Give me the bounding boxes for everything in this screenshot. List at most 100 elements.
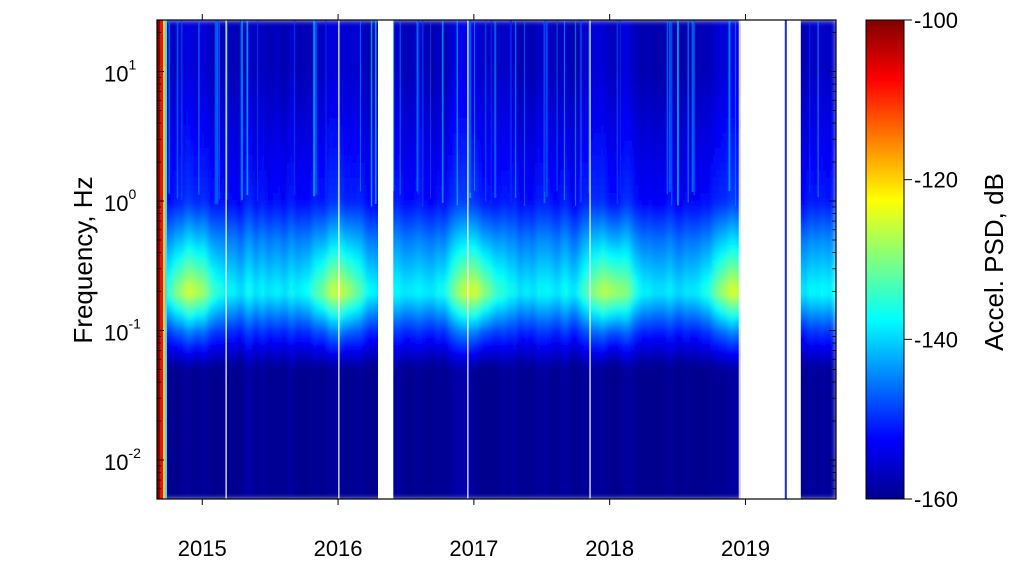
heatmap-cell	[228, 289, 234, 298]
heatmap-cell	[236, 446, 242, 455]
heatmap-cell	[180, 154, 186, 163]
heatmap-cell	[220, 49, 226, 59]
heatmap-cell	[172, 289, 178, 298]
heatmap-cell	[344, 244, 350, 253]
heatmap-cell	[444, 461, 450, 470]
heatmap-cell	[300, 57, 306, 66]
heatmap-cell	[400, 94, 406, 103]
heatmap-cell	[192, 102, 198, 111]
heatmap-cell	[268, 64, 274, 73]
heatmap-cell	[464, 117, 470, 126]
heatmap-cell	[448, 139, 454, 148]
heatmap-cell	[440, 341, 446, 350]
heatmap-cell	[304, 394, 310, 403]
heatmap-cell	[448, 87, 454, 96]
heatmap-cell	[460, 341, 466, 350]
heatmap-cell	[328, 424, 334, 433]
heatmap-cell	[416, 222, 422, 231]
heatmap-cell	[352, 192, 358, 201]
heatmap-cell	[324, 237, 330, 246]
heatmap-cell	[268, 394, 274, 403]
heatmap-cell	[308, 409, 314, 418]
heatmap-cell	[272, 454, 278, 463]
heatmap-cell	[168, 199, 174, 208]
heatmap-cell	[396, 259, 402, 268]
heatmap-cell	[420, 244, 426, 253]
heatmap-cell	[448, 409, 454, 418]
heatmap-cell	[220, 289, 226, 298]
heatmap-cell	[224, 491, 230, 499]
heatmap-cell	[444, 132, 450, 141]
heatmap-cell	[444, 334, 450, 343]
heatmap-cell	[232, 177, 238, 186]
heatmap-cell	[432, 349, 438, 358]
heatmap-cell	[316, 169, 322, 178]
heatmap-cell	[164, 124, 170, 133]
heatmap-cell	[360, 296, 366, 305]
heatmap-cell	[460, 162, 466, 171]
heatmap-cell	[312, 326, 318, 335]
heatmap-cell	[180, 356, 186, 365]
heatmap-cell	[464, 491, 470, 499]
heatmap-cell	[428, 289, 434, 298]
heatmap-cell	[176, 57, 182, 66]
heatmap-cell	[292, 446, 298, 455]
heatmap-cell	[408, 364, 414, 373]
heatmap-cell	[256, 192, 262, 201]
heatmap-cell	[316, 476, 322, 485]
heatmap-cell	[424, 207, 430, 216]
heatmap-cell	[300, 371, 306, 380]
heatmap-cell	[172, 132, 178, 141]
heatmap-cell	[340, 102, 346, 111]
heatmap-cell	[188, 117, 194, 126]
heatmap-cell	[464, 177, 470, 186]
heatmap-cell	[204, 431, 210, 440]
heatmap-cell	[240, 79, 246, 88]
heatmap-cell	[216, 252, 222, 261]
heatmap-cell	[248, 87, 254, 96]
heatmap-cell	[192, 184, 198, 193]
heatmap-cell	[352, 244, 358, 253]
heatmap-cell	[212, 304, 218, 313]
heatmap-cell	[432, 229, 438, 238]
heatmap-cell	[240, 237, 246, 246]
heatmap-cell	[332, 139, 338, 148]
heatmap-cell	[244, 356, 250, 365]
heatmap-cell	[352, 401, 358, 410]
heatmap-cell	[464, 454, 470, 463]
heatmap-cell	[360, 349, 366, 358]
heatmap-cell	[416, 386, 422, 395]
heatmap-cell	[204, 274, 210, 283]
heatmap-cell	[204, 266, 210, 276]
heatmap-cell	[236, 117, 242, 126]
heatmap-cell	[164, 117, 170, 126]
heatmap-cell	[296, 27, 302, 36]
heatmap-cell	[280, 169, 286, 178]
heatmap-cell	[264, 94, 270, 103]
heatmap-cell	[288, 20, 294, 29]
heatmap-cell	[452, 87, 458, 96]
heatmap-cell	[332, 371, 338, 380]
heatmap-cell	[328, 334, 334, 343]
heatmap-cell	[184, 296, 190, 305]
heatmap-cell	[344, 356, 350, 365]
heatmap-cell	[276, 371, 282, 380]
heatmap-cell	[280, 484, 286, 493]
heatmap-cell	[224, 237, 230, 246]
heatmap-cell	[460, 177, 466, 186]
heatmap-cell	[348, 177, 354, 186]
heatmap-cell	[324, 184, 330, 193]
heatmap-cell	[312, 371, 318, 380]
heatmap-cell	[292, 469, 298, 478]
heatmap-cell	[304, 431, 310, 440]
heatmap-cell	[316, 42, 322, 51]
heatmap-cell	[212, 356, 218, 365]
heatmap-cell	[308, 491, 314, 499]
heatmap-cell	[312, 484, 318, 493]
heatmap-cell	[404, 424, 410, 433]
heatmap-cell	[408, 416, 414, 425]
heatmap-cell	[288, 424, 294, 433]
heatmap-cell	[184, 72, 190, 81]
heatmap-cell	[236, 94, 242, 103]
heatmap-cell	[432, 147, 438, 156]
